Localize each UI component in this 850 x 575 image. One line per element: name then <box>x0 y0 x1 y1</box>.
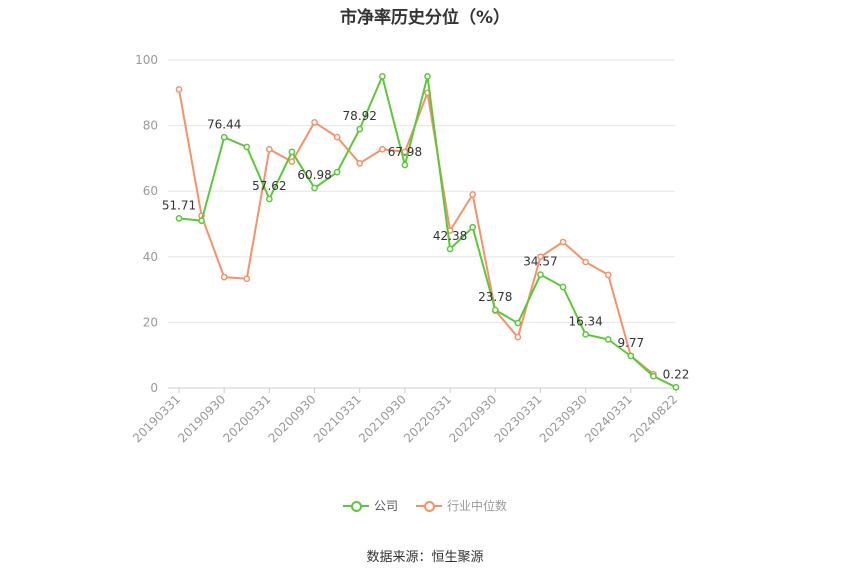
x-tick-label: 20190930 <box>175 392 228 445</box>
point-company <box>220 133 228 141</box>
data-label-layer: 51.71 76.44 57.62 60.98 78.92 67.98 42.38 23.78… <box>162 109 690 381</box>
x-tick-label: 20210331 <box>311 392 364 445</box>
series-line-industry <box>178 89 655 375</box>
point-industry <box>559 238 567 246</box>
point-industry <box>333 133 341 141</box>
x-tick-label: 20210930 <box>356 392 409 445</box>
x-tick-label: 20230930 <box>537 392 590 445</box>
point-company <box>537 271 544 278</box>
point-company <box>243 143 251 151</box>
x-tick-label: 20200331 <box>220 392 273 445</box>
grid-layer <box>168 59 675 323</box>
point-industry <box>356 159 364 167</box>
y-tick-label: 80 <box>143 119 158 133</box>
legend-company-marker-icon <box>342 499 369 513</box>
x-tick-label: 20200930 <box>266 392 319 445</box>
legend: 公司 行业中位数 <box>0 497 850 514</box>
y-tick-label: 60 <box>143 184 158 198</box>
y-tick-label: 100 <box>135 53 158 67</box>
point-company <box>672 383 680 391</box>
data-label: 60.98 <box>297 168 331 182</box>
point-company <box>627 352 635 360</box>
point-company <box>333 168 341 176</box>
point-company <box>582 331 589 338</box>
source-note: 数据来源：恒生聚源 <box>366 550 484 565</box>
point-company <box>604 336 612 343</box>
point-company <box>491 306 499 314</box>
point-industry <box>604 271 612 279</box>
x-tick-label: 20220930 <box>446 392 499 445</box>
point-company <box>650 372 657 380</box>
point-company <box>446 245 454 253</box>
data-label: 0.22 <box>663 367 690 381</box>
y-tick-label: 0 <box>150 381 158 395</box>
point-company <box>559 283 567 291</box>
point-company <box>266 195 273 203</box>
point-company <box>378 73 386 80</box>
point-company <box>514 319 522 327</box>
point-industry <box>311 118 318 126</box>
series-line-company <box>178 75 677 389</box>
data-label: 34.57 <box>523 255 557 269</box>
point-company <box>288 148 296 156</box>
point-industry <box>378 145 386 153</box>
data-label: 51.71 <box>162 198 196 212</box>
data-label: 76.44 <box>207 117 241 131</box>
data-label: 16.34 <box>568 314 602 328</box>
chart-title: 市净率历史分位（%） <box>339 8 511 28</box>
data-label: 23.78 <box>478 290 512 304</box>
legend-item-industry[interactable]: 行业中位数 <box>416 497 507 514</box>
legend-industry-marker-icon <box>416 499 442 513</box>
series-layer <box>175 73 680 391</box>
data-label: 78.92 <box>343 109 377 123</box>
point-company <box>424 73 431 80</box>
x-tick-label: 20220331 <box>401 392 454 445</box>
data-label: 42.38 <box>433 229 467 243</box>
line-chart: 0 20 40 60 80 100 2019033120190930202003312020… <box>130 53 690 445</box>
point-industry <box>288 158 296 166</box>
point-industry <box>266 145 273 153</box>
data-label: 57.62 <box>252 179 286 193</box>
point-company <box>198 217 205 225</box>
y-tick-label: 20 <box>143 315 158 329</box>
point-industry <box>469 191 477 198</box>
point-industry <box>175 86 183 93</box>
y-tick-label: 40 <box>143 250 158 264</box>
point-company <box>401 161 409 169</box>
point-company <box>469 223 477 231</box>
point-company <box>356 125 364 133</box>
legend-item-company[interactable]: 公司 <box>342 497 398 514</box>
point-company <box>311 184 318 192</box>
point-industry <box>220 273 228 281</box>
legend-company-label: 公司 <box>373 499 398 513</box>
point-industry <box>582 258 589 266</box>
axis-layer: 0 20 40 60 80 100 2019033120190930202003312020… <box>130 53 680 445</box>
point-industry <box>514 333 522 341</box>
x-tick-label: 20240331 <box>582 392 635 445</box>
point-industry <box>537 253 544 261</box>
data-label: 67.98 <box>388 145 422 159</box>
point-company <box>175 215 183 222</box>
point-industry <box>243 275 251 283</box>
x-tick-label: 20230331 <box>491 392 544 445</box>
x-tick-label: 20240822 <box>627 392 680 445</box>
legend-industry-label: 行业中位数 <box>447 499 508 513</box>
data-label: 9.77 <box>617 336 644 350</box>
x-tick-label: 20190331 <box>130 392 183 445</box>
